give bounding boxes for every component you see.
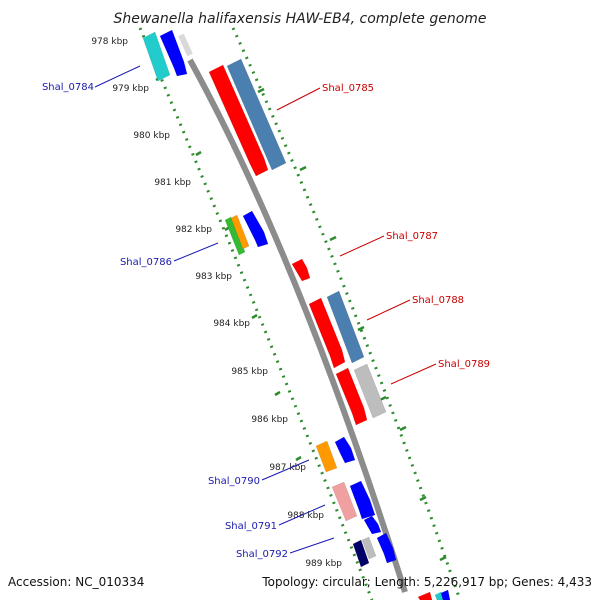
- ruler-label: 987 kbp: [269, 463, 306, 473]
- leader-line-shal-0786: [173, 242, 219, 262]
- gene-shal-0786a[interactable]: [224, 216, 246, 256]
- gene-shal-0784a[interactable]: [142, 31, 171, 82]
- leader-line-shal-0785: [276, 87, 321, 111]
- ruler-tick: [251, 313, 258, 320]
- ruler-tick: [439, 555, 447, 562]
- ruler-label: 986 kbp: [251, 415, 288, 425]
- gene-shal-0786b[interactable]: [230, 214, 250, 250]
- gene-label-shal-0788[interactable]: Shal_0788: [412, 295, 464, 306]
- accession-label: Accession: NC_010334: [8, 575, 144, 589]
- gene-partial-red: [417, 591, 433, 600]
- gene-label-shal-0787[interactable]: Shal_0787: [386, 231, 438, 242]
- ruler-ticks: [155, 75, 447, 562]
- leader-line-shal-0790: [261, 459, 310, 481]
- gene-shal-0791a[interactable]: [331, 481, 358, 522]
- ruler-tick: [295, 455, 302, 462]
- leader-line-shal-0787: [339, 235, 385, 257]
- gene-shal-0785b[interactable]: [226, 58, 287, 171]
- gene-shal-0786c[interactable]: [242, 210, 269, 248]
- gene-shal-0792b[interactable]: [352, 539, 370, 568]
- gene-label-shal-0791[interactable]: Shal_0791: [225, 521, 277, 532]
- gene-shal-0789a[interactable]: [335, 367, 368, 426]
- gene-shal-0792a[interactable]: [363, 515, 382, 535]
- genome-backbone: [187, 58, 408, 593]
- ruler-label: 989 kbp: [305, 559, 342, 569]
- gene-shal-0789b[interactable]: [353, 363, 387, 419]
- ruler-tick: [257, 87, 265, 94]
- gene-shal-0788b[interactable]: [326, 290, 365, 364]
- ruler-tick: [299, 165, 307, 172]
- gene-shal-0790a[interactable]: [315, 440, 338, 473]
- ruler-label: 978 kbp: [91, 37, 128, 47]
- gene-shal-0784b[interactable]: [159, 29, 188, 77]
- gene-shal-0791b[interactable]: [349, 480, 376, 520]
- gene-shal-0792d[interactable]: [376, 532, 397, 564]
- leader-line-shal-0788: [366, 299, 411, 321]
- inner-ruler: [138, 27, 374, 600]
- gene-label-shal-0784[interactable]: Shal_0784: [42, 82, 94, 93]
- ruler-label: 980 kbp: [133, 131, 170, 141]
- gene-shal-0785a[interactable]: [208, 64, 269, 177]
- ruler-label: 984 kbp: [213, 319, 250, 329]
- gene-shal-0790b[interactable]: [334, 436, 356, 464]
- ruler-label: 982 kbp: [175, 225, 212, 235]
- gene-label-shal-0792[interactable]: Shal_0792: [236, 549, 288, 560]
- gene-label-shal-0786[interactable]: Shal_0786: [120, 257, 172, 268]
- leader-line-shal-0791: [278, 504, 326, 526]
- genome-summary: Topology: circular; Length: 5,226,917 bp…: [261, 575, 592, 589]
- leader-line-shal-0784: [94, 65, 141, 88]
- gene-label-shal-0789[interactable]: Shal_0789: [438, 359, 490, 370]
- leader-line-shal-0792: [289, 537, 335, 554]
- backbone-highlight: [178, 33, 193, 57]
- ruler-tick: [329, 235, 337, 242]
- ruler-tick: [357, 325, 365, 332]
- gene-shal-0792c[interactable]: [361, 536, 377, 560]
- ruler-label: 981 kbp: [154, 178, 191, 188]
- gene-label-shal-0790[interactable]: Shal_0790: [208, 476, 260, 487]
- ruler-label: 988 kbp: [287, 511, 324, 521]
- ruler-tick: [195, 150, 202, 157]
- ruler-label: 979 kbp: [112, 84, 149, 94]
- gene-shal-0787[interactable]: [291, 258, 311, 282]
- ruler-label: 985 kbp: [231, 367, 268, 377]
- ruler-tick: [399, 425, 407, 432]
- ruler-label: 983 kbp: [195, 272, 232, 282]
- map-title: Shewanella halifaxensis HAW-EB4, complet…: [113, 11, 486, 27]
- gene-label-shal-0785[interactable]: Shal_0785: [322, 83, 374, 94]
- leader-line-shal-0789: [390, 363, 437, 385]
- gene-partial-blue: [440, 589, 451, 600]
- gene-shal-0788a[interactable]: [308, 297, 346, 369]
- ruler-tick: [419, 495, 427, 502]
- gene-partial-cyan: [434, 591, 444, 600]
- ruler-tick: [274, 390, 281, 397]
